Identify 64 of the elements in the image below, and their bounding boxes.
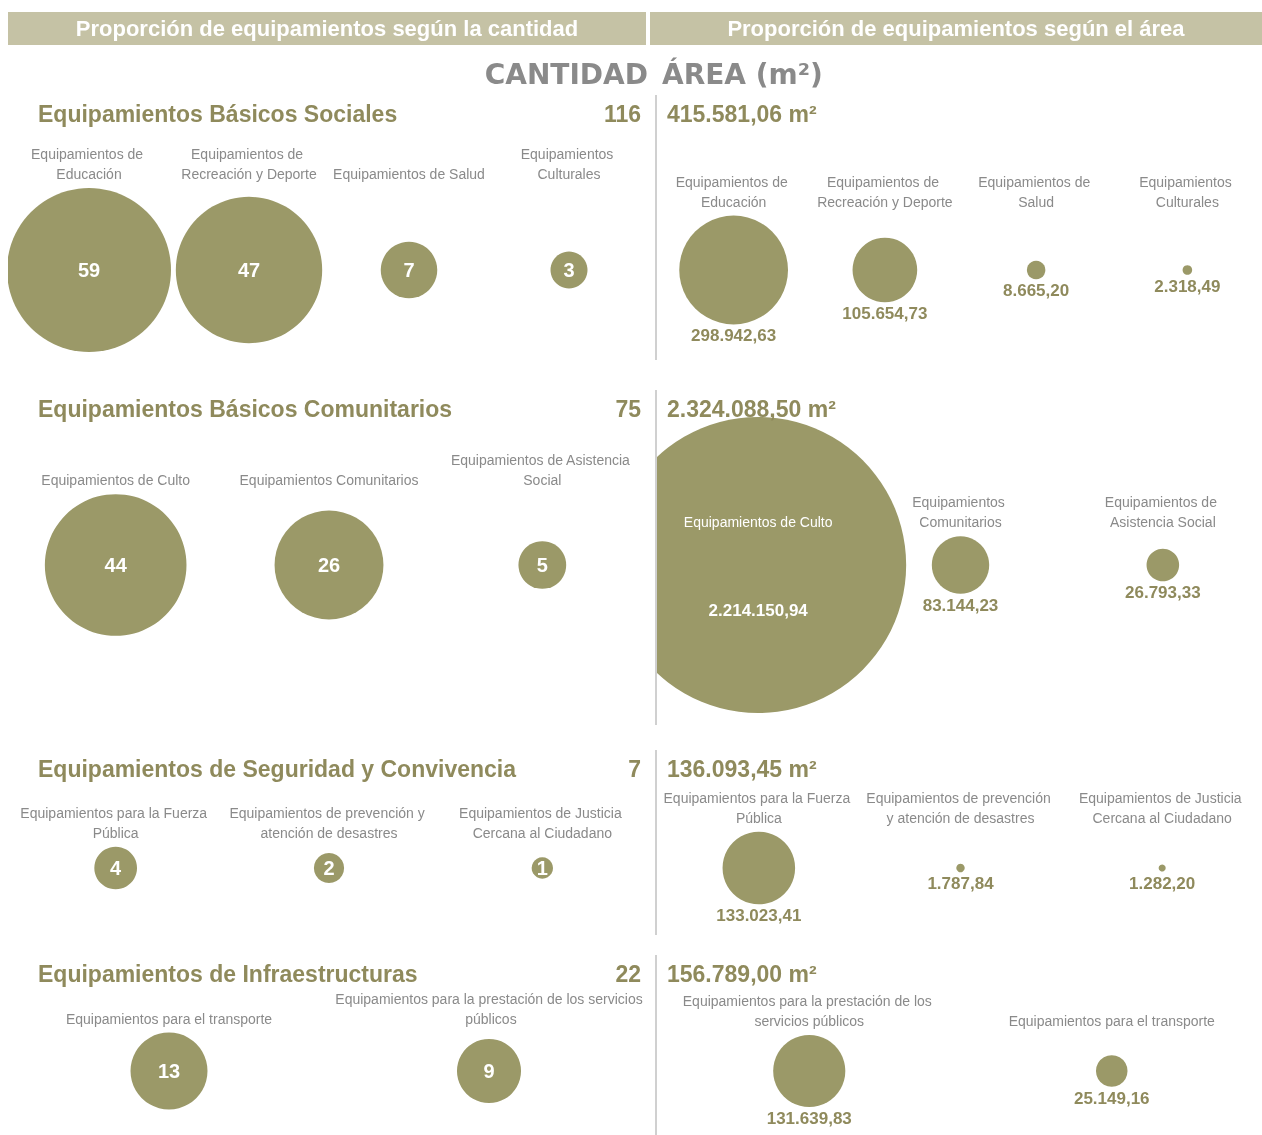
data-label: 83.144,23 xyxy=(922,595,999,615)
text: Equipamientos de Seguridad y Convivencia xyxy=(38,755,517,782)
category-label: Equipamientos de Salud xyxy=(978,173,1095,210)
category-label: Equipamientos para la prestación de los servicios públicos xyxy=(335,990,643,1027)
data-label: 4 xyxy=(110,857,123,879)
category-label: Equipamientos de prevención y atención de desastres xyxy=(866,789,1055,826)
category-label: Equipamientos Comunitarios xyxy=(912,494,1009,531)
data-label: 9 xyxy=(483,1060,495,1082)
data-label: 3 xyxy=(563,259,575,281)
category-label: Equipamientos para la prestación de los servicios públicos xyxy=(682,992,936,1029)
text: 22 xyxy=(615,960,642,987)
text: 156.789,00 m² xyxy=(667,960,817,987)
category-label: Equipamientos Culturales xyxy=(1139,173,1236,210)
category-label: Equipamientos de Asistencia Social xyxy=(1104,494,1221,531)
category-label: Equipamientos para la Fuerza Pública xyxy=(20,804,211,841)
data-label: 8.665,20 xyxy=(1003,281,1070,301)
text: ÁREA (m²) xyxy=(662,58,823,91)
category-label: Equipamientos para el transporte xyxy=(65,1010,273,1027)
data-label: 1 xyxy=(536,857,548,879)
data-label: 7 xyxy=(403,259,415,281)
data-label: 133.023,41 xyxy=(716,906,802,926)
text: CANTIDAD xyxy=(484,58,648,91)
category-label: Equipamientos Comunitarios xyxy=(239,472,419,489)
category-label: Equipamientos de Culto xyxy=(41,472,191,489)
text: 415.581,06 m² xyxy=(667,100,817,127)
category-label: Equipamientos de prevención y atención de desastres xyxy=(229,804,429,841)
text: Proporción de equipamientos según el área xyxy=(650,12,1262,45)
data-label: 1.787,84 xyxy=(927,874,995,894)
text: Equipamientos de Infraestructuras xyxy=(38,960,418,987)
text: Equipamientos Básicos Sociales xyxy=(38,100,398,127)
data-label: 47 xyxy=(237,259,261,281)
data-label: 44 xyxy=(104,554,128,576)
category-label: Equipamientos para el transporte xyxy=(1008,1012,1216,1029)
category-label: Equipamientos de Educación xyxy=(675,173,792,210)
text: 116 xyxy=(603,100,641,127)
category-label: Equipamientos de Culto xyxy=(683,514,833,531)
data-label: 25.149,16 xyxy=(1073,1088,1150,1108)
data-label: 5 xyxy=(536,554,548,576)
text: 136.093,45 m² xyxy=(667,755,817,782)
category-label: Equipamientos de Asistencia Social xyxy=(450,452,634,489)
data-label: 2 xyxy=(323,857,335,879)
data-label: 105.654,73 xyxy=(842,304,928,324)
data-label: 13 xyxy=(157,1060,181,1082)
data-label: 1.282,20 xyxy=(1129,873,1196,893)
text: Proporción de equipamientos según la cantidad xyxy=(8,12,646,45)
category-label: Equipamientos de Justicia Cercana al Ciudadano xyxy=(459,804,626,841)
text: 7 xyxy=(628,755,642,782)
data-label: 2.318,49 xyxy=(1154,276,1221,296)
category-label: Equipamientos para la Fuerza Pública xyxy=(663,789,855,826)
data-label: 298.942,63 xyxy=(691,326,777,346)
category-label: Equipamientos de Salud xyxy=(333,166,485,182)
category-label: Equipamientos de Recreación y Deporte xyxy=(817,173,953,210)
data-label: 2.214.150,94 xyxy=(708,600,809,620)
text: 2.324.088,50 m² xyxy=(667,395,837,422)
text: 75 xyxy=(615,395,642,422)
category-label: Equipamientos de Recreación y Deporte xyxy=(181,146,317,182)
data-label: 26 xyxy=(317,554,341,576)
text: Equipamientos Básicos Comunitarios xyxy=(38,395,453,422)
category-label: Equipamientos de Justicia Cercana al Ciudadano xyxy=(1078,789,1246,826)
data-label: 26.793,33 xyxy=(1125,583,1201,603)
data-label: 59 xyxy=(77,259,101,281)
category-label: Equipamientos de Educación xyxy=(31,146,147,182)
data-label: 131.639,83 xyxy=(766,1109,852,1129)
category-label: Equipamientos Culturales xyxy=(520,146,618,182)
